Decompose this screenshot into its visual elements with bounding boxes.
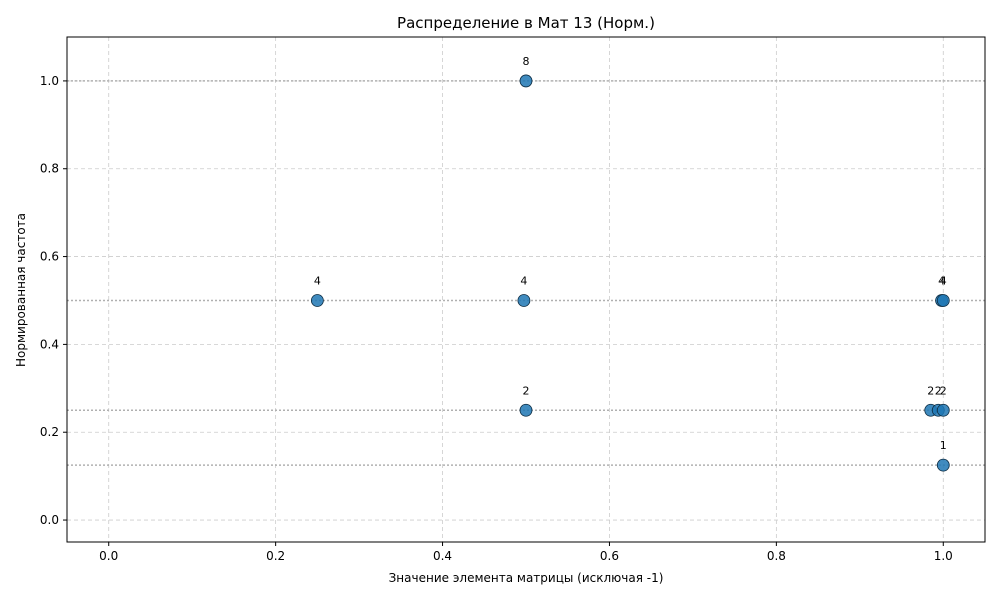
scatter-point [310, 294, 324, 307]
x-tick-label: 0.0 [99, 549, 118, 563]
y-axis-label: Нормированная частота [14, 213, 28, 367]
y-axis-ticks: 0.0 0.2 0.4 0.6 0.8 1.0 [40, 74, 67, 527]
scatter-point [519, 403, 533, 417]
scatter-point [936, 458, 950, 472]
scatter-point [517, 294, 531, 307]
scatter-point [936, 403, 950, 417]
chart-title: Распределение в Мат 13 (Норм.) [397, 14, 655, 32]
y-tick-label: 0.0 [40, 513, 59, 527]
x-axis-label: Значение элемента матрицы (исключая -1) [389, 571, 664, 585]
y-tick-label: 0.8 [40, 162, 59, 176]
data-points [310, 74, 950, 472]
point-labels: 84 4 442 2 221 [314, 55, 947, 452]
y-tick-label: 0.2 [40, 425, 59, 439]
point-count-label: 4 [314, 274, 321, 287]
point-count-label: 1 [940, 439, 947, 452]
x-tick-label: 0.8 [767, 549, 786, 563]
scatter-point [519, 74, 533, 88]
x-tick-label: 1.0 [934, 549, 953, 563]
x-tick-label: 0.4 [433, 549, 452, 563]
plot-frame [66, 36, 986, 543]
x-tick-label: 0.2 [266, 549, 285, 563]
grid-lines [67, 37, 985, 542]
y-tick-label: 0.6 [40, 250, 59, 264]
point-count-label: 2 [927, 384, 934, 397]
point-count-label: 4 [520, 274, 527, 287]
x-tick-label: 0.6 [600, 549, 619, 563]
y-tick-label: 0.4 [40, 337, 59, 351]
point-count-label: 4 [938, 274, 945, 287]
x-axis-ticks: 0.0 0.2 0.4 0.6 0.8 1.0 [99, 542, 953, 563]
point-count-label: 8 [523, 55, 530, 68]
scatter-point [936, 294, 950, 307]
y-tick-label: 1.0 [40, 74, 59, 88]
point-count-label: 2 [935, 384, 942, 397]
reference-lines [67, 80, 985, 466]
point-count-label: 4 [940, 274, 947, 287]
point-count-label: 2 [523, 384, 530, 397]
point-count-label: 2 [940, 384, 947, 397]
